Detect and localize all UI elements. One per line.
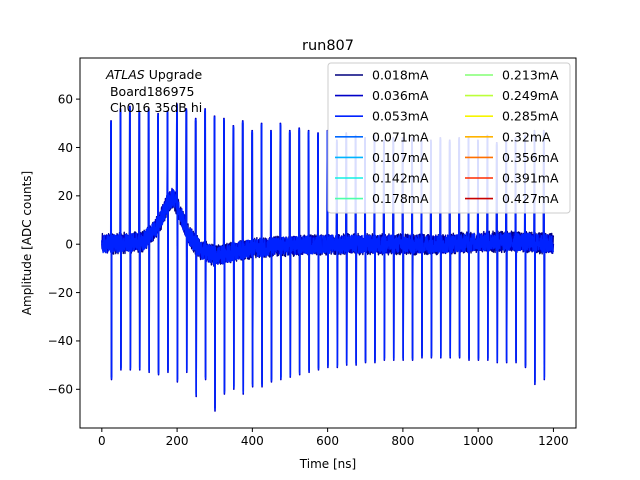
legend-label: 0.391mA <box>502 171 559 186</box>
legend-label: 0.071mA <box>372 129 429 144</box>
legend-label: 0.018mA <box>372 68 429 83</box>
legend-label: 0.036mA <box>372 88 429 103</box>
y-axis: −60 −40 −20 0 20 40 60 <box>48 92 80 397</box>
x-tick-label: 800 <box>391 434 414 448</box>
x-tick-label: 1000 <box>463 434 494 448</box>
annotation-line-1: ATLAS Upgrade <box>105 67 202 82</box>
y-tick-label: 0 <box>65 238 73 252</box>
x-tick-label: 200 <box>166 434 189 448</box>
legend-label: 0.053mA <box>372 109 429 124</box>
y-tick-label: −40 <box>48 334 73 348</box>
x-tick-label: 600 <box>316 434 339 448</box>
x-axis-label: Time [ns] <box>299 457 356 471</box>
y-tick-label: 60 <box>58 92 73 106</box>
y-tick-label: −20 <box>48 286 73 300</box>
legend-label: 0.178mA <box>372 191 429 206</box>
annotation-channel: Ch016 35dB hi <box>106 100 202 115</box>
legend-label: 0.356mA <box>502 150 559 165</box>
x-tick-label: 1200 <box>538 434 569 448</box>
y-tick-label: 40 <box>58 141 73 155</box>
legend-label: 0.285mA <box>502 109 559 124</box>
atlas-annotation: ATLAS Upgrade Board186975 Ch016 35dB hi <box>105 67 202 115</box>
x-tick-label: 400 <box>241 434 264 448</box>
legend: 0.018mA 0.036mA 0.053mA 0.071mA 0.107mA 0.142… <box>327 62 571 214</box>
legend-label: 0.249mA <box>502 88 559 103</box>
annotation-atlas: ATLAS <box>105 67 145 82</box>
y-tick-label: 20 <box>58 189 73 203</box>
legend-box <box>327 62 571 214</box>
y-tick-label: −60 <box>48 383 73 397</box>
annotation-upgrade: Upgrade <box>145 67 203 82</box>
annotation-board: Board186975 <box>106 84 194 99</box>
x-axis: 0 200 400 600 800 1000 1200 <box>98 428 569 448</box>
legend-label: 0.213mA <box>502 68 559 83</box>
legend-label: 0.107mA <box>372 150 429 165</box>
legend-label: 0.427mA <box>502 191 559 206</box>
legend-label: 0.32mA <box>502 129 551 144</box>
chart-title: run807 <box>302 38 354 54</box>
legend-label: 0.142mA <box>372 171 429 186</box>
y-axis-label: Amplitude [ADC counts] <box>20 171 34 315</box>
x-tick-label: 0 <box>98 434 106 448</box>
